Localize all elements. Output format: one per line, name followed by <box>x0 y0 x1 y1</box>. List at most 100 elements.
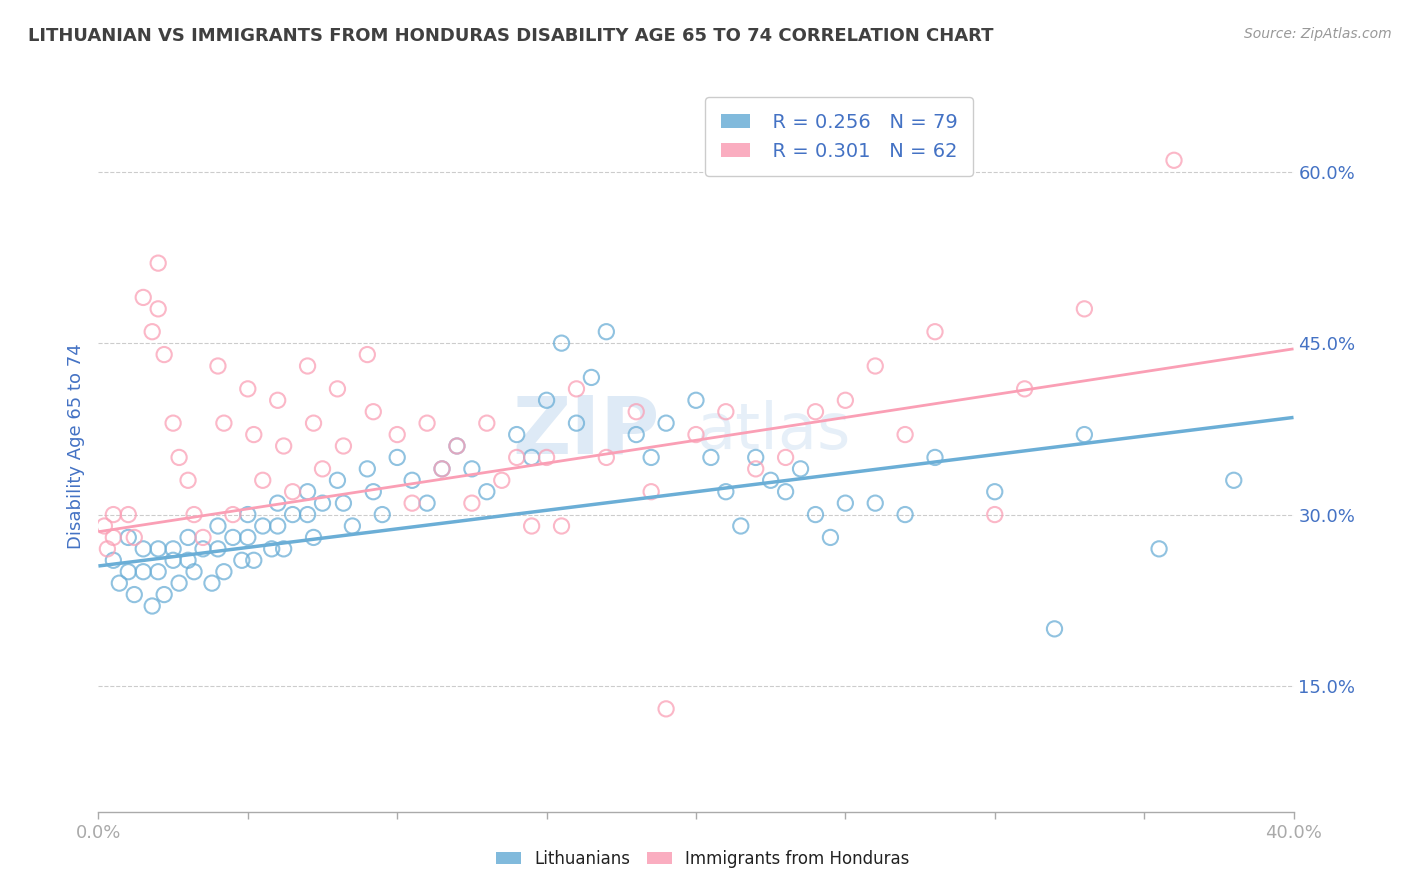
Point <box>595 325 617 339</box>
Point <box>252 519 274 533</box>
Legend: Lithuanians, Immigrants from Honduras: Lithuanians, Immigrants from Honduras <box>489 844 917 875</box>
Point <box>342 519 364 533</box>
Point <box>103 530 125 544</box>
Point <box>141 325 163 339</box>
Point <box>103 508 125 522</box>
Point <box>311 462 333 476</box>
Point <box>363 405 385 419</box>
Point <box>565 382 588 396</box>
Point <box>167 576 190 591</box>
Point <box>520 450 543 465</box>
Point <box>416 496 439 510</box>
Point <box>108 576 131 591</box>
Point <box>356 347 378 362</box>
Point <box>162 416 184 430</box>
Point <box>162 541 184 556</box>
Point <box>132 290 155 304</box>
Point <box>685 427 707 442</box>
Point <box>153 588 176 602</box>
Point <box>273 541 295 556</box>
Point <box>446 439 468 453</box>
Point <box>834 496 856 510</box>
Text: ZIP: ZIP <box>513 392 661 470</box>
Point <box>236 530 259 544</box>
Text: LITHUANIAN VS IMMIGRANTS FROM HONDURAS DISABILITY AGE 65 TO 74 CORRELATION CHART: LITHUANIAN VS IMMIGRANTS FROM HONDURAS D… <box>28 27 994 45</box>
Point <box>430 462 453 476</box>
Point <box>983 508 1005 522</box>
Point <box>581 370 603 384</box>
Point <box>236 382 259 396</box>
Point <box>820 530 842 544</box>
Point <box>332 439 354 453</box>
Point <box>103 553 125 567</box>
Point <box>124 588 146 602</box>
Point <box>201 576 224 591</box>
Point <box>177 473 200 487</box>
Text: Source: ZipAtlas.com: Source: ZipAtlas.com <box>1244 27 1392 41</box>
Point <box>236 508 259 522</box>
Point <box>759 473 782 487</box>
Point <box>385 450 409 465</box>
Point <box>177 530 200 544</box>
Point <box>624 405 647 419</box>
Point <box>153 347 176 362</box>
Point <box>624 427 647 442</box>
Point <box>191 541 214 556</box>
Point <box>1073 427 1095 442</box>
Point <box>281 508 304 522</box>
Point <box>222 508 245 522</box>
Legend:   R = 0.256   N = 79,   R = 0.301   N = 62: R = 0.256 N = 79, R = 0.301 N = 62 <box>706 97 973 176</box>
Point <box>1073 301 1095 316</box>
Point <box>273 439 295 453</box>
Point <box>550 519 572 533</box>
Point <box>655 702 678 716</box>
Point <box>894 508 917 522</box>
Point <box>385 427 409 442</box>
Point <box>475 484 498 499</box>
Y-axis label: Disability Age 65 to 74: Disability Age 65 to 74 <box>66 343 84 549</box>
Point <box>326 382 349 396</box>
Point <box>685 393 707 408</box>
Point <box>1223 473 1246 487</box>
Point <box>536 393 558 408</box>
Point <box>401 496 423 510</box>
Point <box>506 450 529 465</box>
Point <box>297 484 319 499</box>
Point <box>93 519 115 533</box>
Point <box>1163 153 1185 168</box>
Point <box>491 473 513 487</box>
Point <box>775 450 797 465</box>
Point <box>117 565 139 579</box>
Point <box>983 484 1005 499</box>
Point <box>536 450 558 465</box>
Point <box>117 508 139 522</box>
Text: atlas: atlas <box>696 401 851 462</box>
Point <box>183 508 205 522</box>
Point <box>714 484 737 499</box>
Point <box>326 473 349 487</box>
Point <box>267 519 290 533</box>
Point <box>124 530 146 544</box>
Point <box>356 462 378 476</box>
Point <box>260 541 283 556</box>
Point <box>1147 541 1170 556</box>
Point <box>183 565 205 579</box>
Point <box>924 325 946 339</box>
Point <box>162 553 184 567</box>
Point <box>714 405 737 419</box>
Point <box>446 439 468 453</box>
Point <box>461 496 484 510</box>
Point <box>191 530 214 544</box>
Point <box>430 462 453 476</box>
Point <box>302 416 325 430</box>
Point <box>640 484 662 499</box>
Point <box>207 519 229 533</box>
Point <box>132 541 155 556</box>
Point <box>520 519 543 533</box>
Point <box>371 508 394 522</box>
Point <box>243 553 266 567</box>
Point <box>655 416 678 430</box>
Point <box>207 359 229 373</box>
Point <box>745 462 768 476</box>
Point <box>148 541 170 556</box>
